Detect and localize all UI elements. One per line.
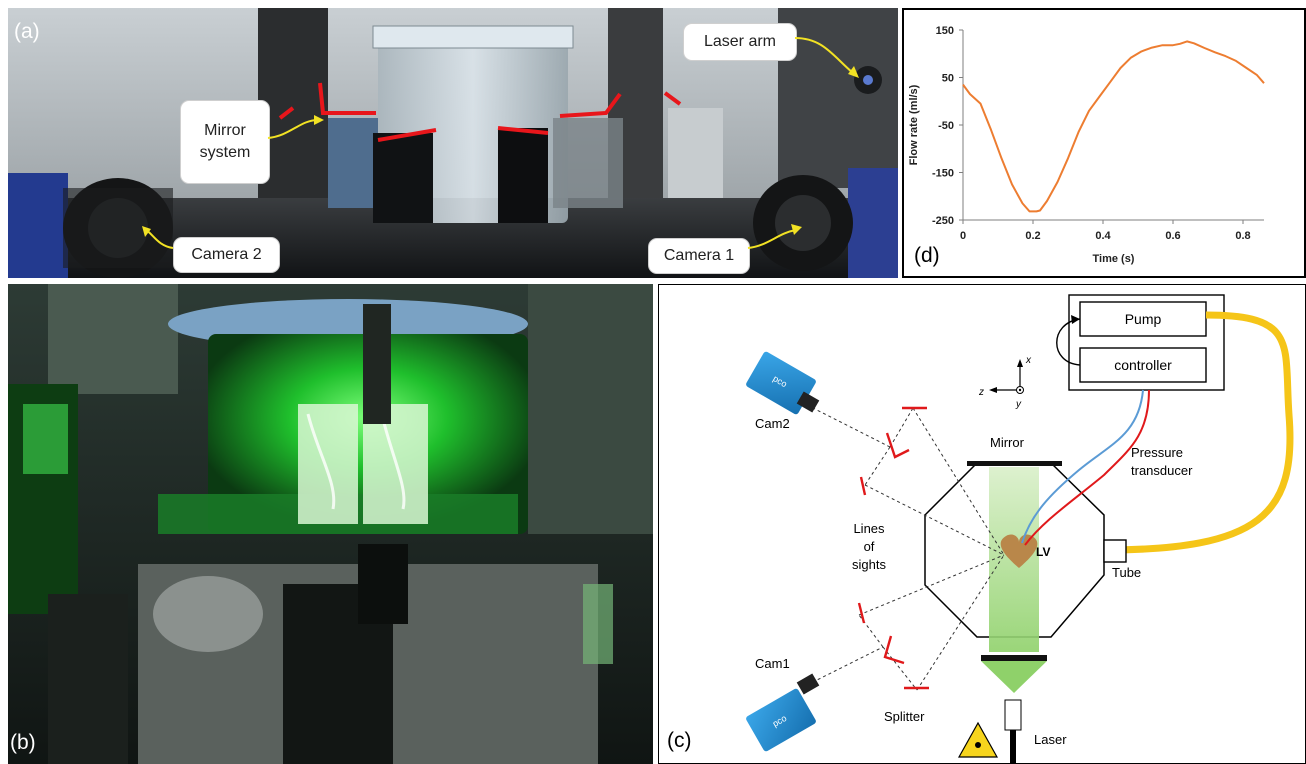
panel-b-label: (b) [10,731,36,754]
laser-arm-callout: Laser arm [683,23,797,61]
laser-beam-arrowhead [981,661,1047,693]
y-tick-label: 150 [936,25,954,37]
y-tick-label: 50 [942,73,954,85]
lines-of-sight-label-3: sights [852,557,886,572]
panel-d-label: (d) [914,244,940,267]
laser-arm-callout-arrow [794,37,854,74]
lv-heart [1000,534,1038,568]
controller-box [1079,347,1207,383]
laser-head [1004,699,1022,731]
cam2-label: Cam2 [755,416,790,431]
y-axis-title: Flow rate (ml/s) [908,84,920,165]
axis-z-label: z [978,387,984,398]
camera-1-callout: Camera 1 [648,238,750,274]
lines-of-sight [806,404,1005,691]
lines-of-sight-label-2: of [864,539,875,554]
splitter-label: Splitter [884,709,925,724]
feedback-loop-line [1056,318,1081,366]
schematic-svg: Pump controller x z y [746,294,1294,763]
feedback-arrowhead [1071,315,1080,324]
callout-arrows [142,37,859,249]
camera-2-callout: Camera 2 [173,237,280,273]
lv-label: LV [1036,545,1050,559]
laser-label: Laser [1034,732,1067,747]
coordinate-axes: x z y [978,355,1032,410]
camera-2-callout-arrow [145,229,174,249]
camera-1-callout-arrow [747,229,797,249]
pump-label: Pump [1125,311,1162,327]
lines-of-sight-label-1: Lines [853,521,885,536]
cam1-camera-icon: pco [746,673,820,752]
photo-b-illustration [8,284,653,764]
tube-connector [1103,539,1127,563]
tube-label: Tube [1112,565,1141,580]
panel-a-label: (a) [14,20,40,43]
x-tick-label: 0.8 [1235,230,1250,242]
panel-d-chart: 150 50 -50 -150 -250 0 0.2 0.4 0.6 0.8 Time (s) Flo… [902,8,1306,278]
pressure-transducer-label-1: Pressure [1131,445,1183,460]
panel-a-photo: (a) Mirror system Laser arm Camera 2 Cam… [8,8,898,278]
panel-c-label: (c) [667,729,692,752]
x-tick-label: 0 [960,230,966,242]
pressure-transducer-label-2: transducer [1131,463,1193,478]
cam2-camera-icon: pco [746,351,820,415]
mirror-system-callout: Mirror system [180,100,270,184]
axis-y-label: y [1015,399,1022,410]
x-tick-label: 0.6 [1165,230,1180,242]
y-tick-label: -150 [932,168,954,180]
cam1-label: Cam1 [755,656,790,671]
mirror-callout-arrow [267,119,319,139]
axis-x-label: x [1025,355,1032,366]
laser-warning-icon [957,721,999,758]
panel-c-diagram: Pump controller x z y [658,284,1306,764]
mirror-system-schematic [857,406,929,690]
x-tick-label: 0.4 [1095,230,1111,242]
top-mirror [967,461,1062,466]
panel-b-photo: (b) [8,284,653,764]
laser-stand [1010,730,1016,763]
pressure-line-red [1024,389,1150,546]
x-tick-label: 0.2 [1025,230,1040,242]
lower-beam-block [981,655,1047,661]
y-tick-label: -250 [932,215,954,227]
flow-rate-series-line [962,40,1265,213]
pressure-line-blue [1021,389,1144,544]
controller-label: controller [1114,357,1172,373]
mirror-label: Mirror [990,435,1025,450]
x-axis-title: Time (s) [1093,253,1135,265]
tube-line [1103,311,1294,554]
flow-rate-chart: 150 50 -50 -150 -250 0 0.2 0.4 0.6 0.8 Time (s) Flo… [908,25,1265,265]
y-tick-label: -50 [938,120,954,132]
